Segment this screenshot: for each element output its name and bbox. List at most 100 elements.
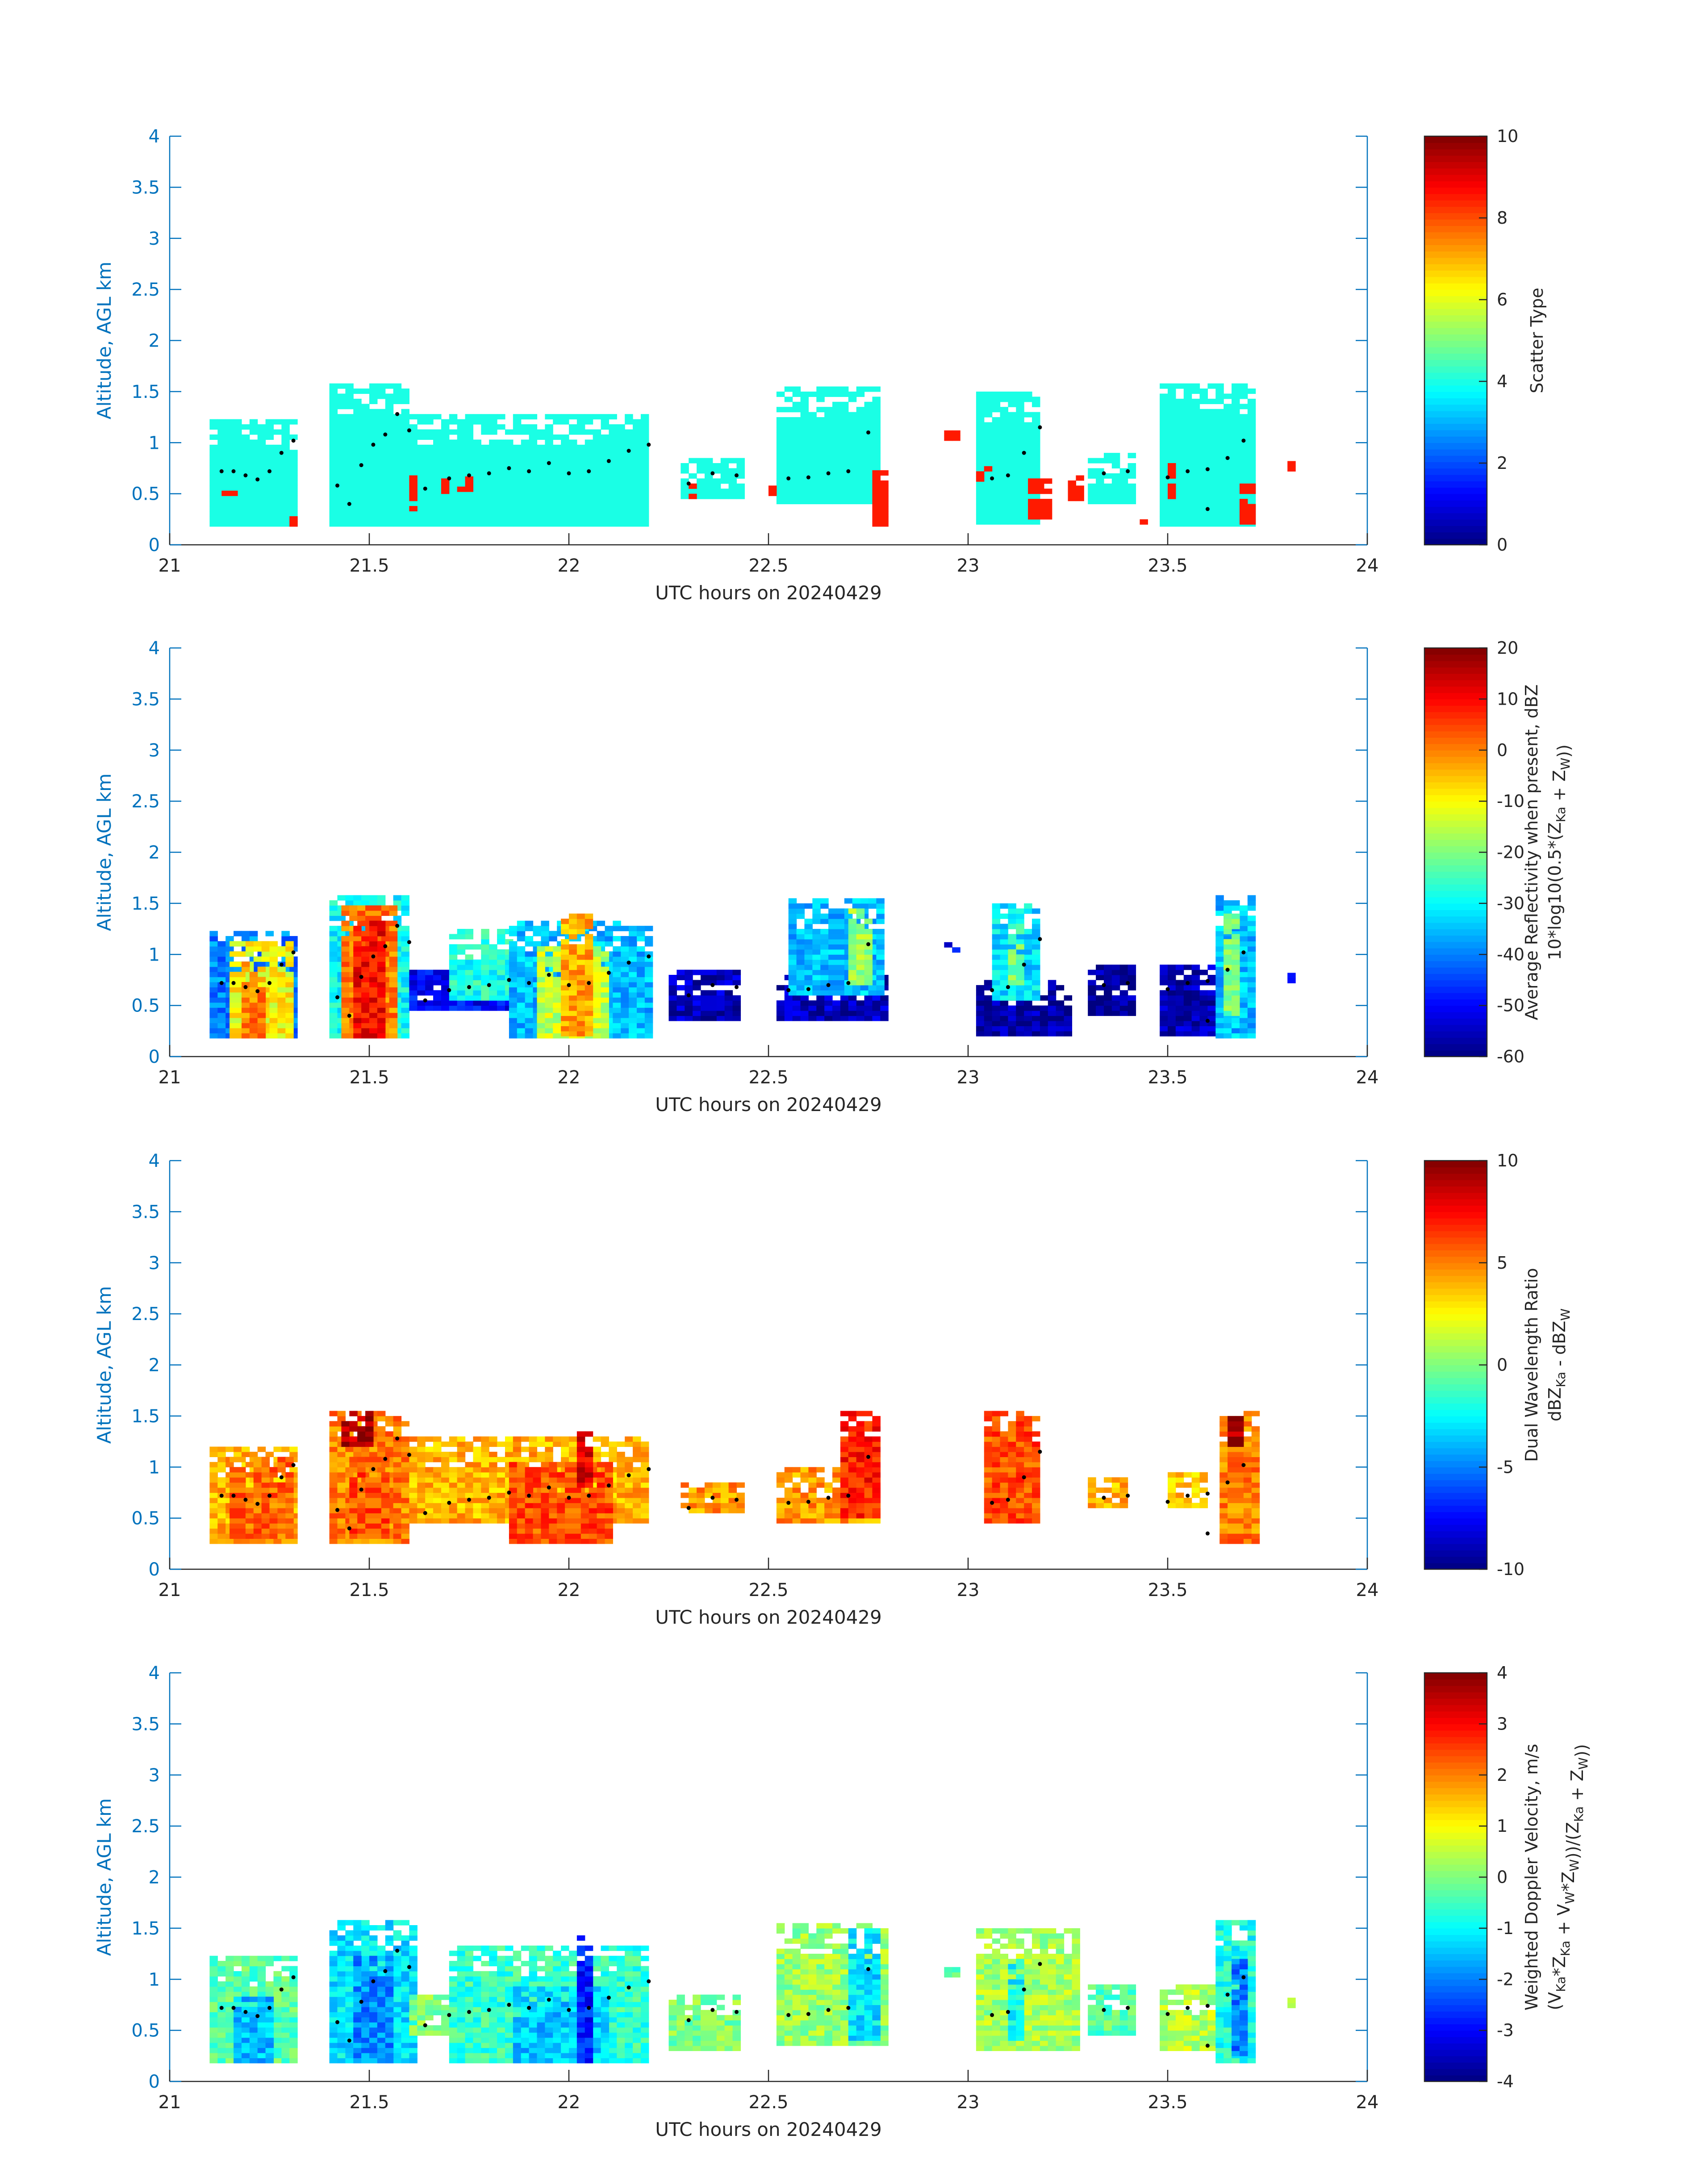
y-tick-label: 1 <box>149 433 160 453</box>
heatmap-cell <box>377 429 386 435</box>
heatmap-cell <box>1128 468 1136 474</box>
heatmap-cell <box>373 910 382 916</box>
heatmap-cell <box>1175 398 1184 404</box>
heatmap-cell <box>337 439 346 445</box>
heatmap-cell <box>576 985 585 990</box>
heatmap-cell <box>569 1031 577 1036</box>
heatmap-cell <box>569 1020 577 1026</box>
heatmap-cell <box>1247 409 1256 414</box>
heatmap-cell <box>265 506 274 512</box>
colorbar-segment <box>1424 391 1487 398</box>
heatmap-cell <box>230 1002 238 1008</box>
heatmap-cell <box>617 480 625 486</box>
heatmap-cell <box>389 946 398 952</box>
heatmap-cell <box>808 391 817 397</box>
heatmap-cell <box>1008 1031 1016 1036</box>
heatmap-cell <box>1175 470 1184 476</box>
heatmap-cell <box>1247 439 1256 445</box>
heatmap-cell <box>856 1005 865 1011</box>
heatmap-cell <box>1183 444 1192 450</box>
heatmap-cell <box>693 995 701 1001</box>
heatmap-cell <box>553 465 561 471</box>
heatmap-cell <box>389 1028 398 1033</box>
colorbar-segment <box>1424 181 1487 188</box>
heatmap-cell <box>553 961 561 967</box>
heatmap-cell <box>824 478 833 484</box>
heatmap-cell <box>385 475 394 481</box>
heatmap-cell <box>1008 427 1016 433</box>
heatmap-cell <box>525 1007 534 1013</box>
cloud-base-dot <box>710 471 715 476</box>
heatmap-cell <box>613 1028 621 1033</box>
heatmap-cell <box>1191 1031 1200 1036</box>
heatmap-cell <box>1103 985 1112 990</box>
heatmap-cell <box>1232 455 1240 460</box>
heatmap-cell <box>377 393 386 399</box>
heatmap-cell <box>385 434 394 440</box>
heatmap-cell <box>840 453 849 459</box>
heatmap-cell <box>257 1018 266 1024</box>
heatmap-cell <box>1232 913 1240 919</box>
heatmap-cell <box>1175 1020 1184 1026</box>
heatmap-cell <box>425 455 434 460</box>
heatmap-cell <box>689 473 697 479</box>
heatmap-cell <box>976 412 985 418</box>
heatmap-cell <box>345 521 354 527</box>
heatmap-cell <box>389 977 398 982</box>
heatmap-cell <box>1056 985 1065 990</box>
heatmap-cell <box>852 903 861 909</box>
heatmap-cell <box>417 480 426 486</box>
heatmap-cell <box>1175 419 1184 425</box>
heatmap-cell <box>217 1012 226 1018</box>
heatmap-cell <box>1088 468 1096 474</box>
heatmap-cell <box>876 954 885 960</box>
heatmap-cell <box>1111 1011 1120 1016</box>
heatmap-cell <box>377 516 386 522</box>
heatmap-cell <box>840 386 849 392</box>
heatmap-cell <box>545 465 553 471</box>
heatmap-cell <box>513 485 522 491</box>
heatmap-cell <box>776 1011 785 1016</box>
heatmap-cell <box>593 987 601 993</box>
heatmap-cell <box>1016 432 1024 438</box>
heatmap-cell <box>234 424 242 430</box>
heatmap-cell <box>1160 439 1168 445</box>
heatmap-cell <box>1247 424 1256 430</box>
heatmap-cell <box>234 516 242 522</box>
heatmap-cell <box>361 1028 370 1033</box>
heatmap-cell <box>385 496 394 501</box>
heatmap-cell <box>409 521 418 527</box>
heatmap-cell <box>361 977 370 982</box>
heatmap-cell <box>277 1002 286 1008</box>
heatmap-cell <box>1160 404 1168 409</box>
heatmap-cell <box>481 480 489 486</box>
heatmap-cell <box>545 1028 553 1033</box>
heatmap-cell <box>257 496 266 501</box>
heatmap-cell <box>561 444 569 450</box>
heatmap-cell <box>804 939 813 944</box>
heatmap-cell <box>329 444 338 450</box>
heatmap-cell <box>820 949 829 955</box>
heatmap-cell <box>864 1015 873 1021</box>
heatmap-cell <box>828 985 837 990</box>
heatmap-cell <box>1160 455 1168 460</box>
heatmap-cell <box>880 496 889 501</box>
heatmap-cell <box>513 419 522 425</box>
heatmap-cell <box>226 450 234 455</box>
heatmap-cell <box>668 1005 677 1011</box>
heatmap-cell <box>537 1012 545 1018</box>
heatmap-cell <box>1096 473 1104 479</box>
heatmap-cell <box>561 965 569 970</box>
heatmap-cell <box>1191 1011 1200 1016</box>
heatmap-cell <box>369 450 378 455</box>
heatmap-cell <box>1232 516 1240 522</box>
heatmap-cell <box>226 419 234 425</box>
heatmap-cell <box>820 944 829 950</box>
heatmap-cell <box>1183 1000 1192 1006</box>
heatmap-cell <box>497 995 505 1001</box>
heatmap-cell <box>1207 521 1216 527</box>
heatmap-cell <box>712 468 721 474</box>
heatmap-cell <box>1232 496 1240 501</box>
heatmap-cell <box>601 1018 609 1024</box>
heatmap-cell <box>976 504 985 510</box>
